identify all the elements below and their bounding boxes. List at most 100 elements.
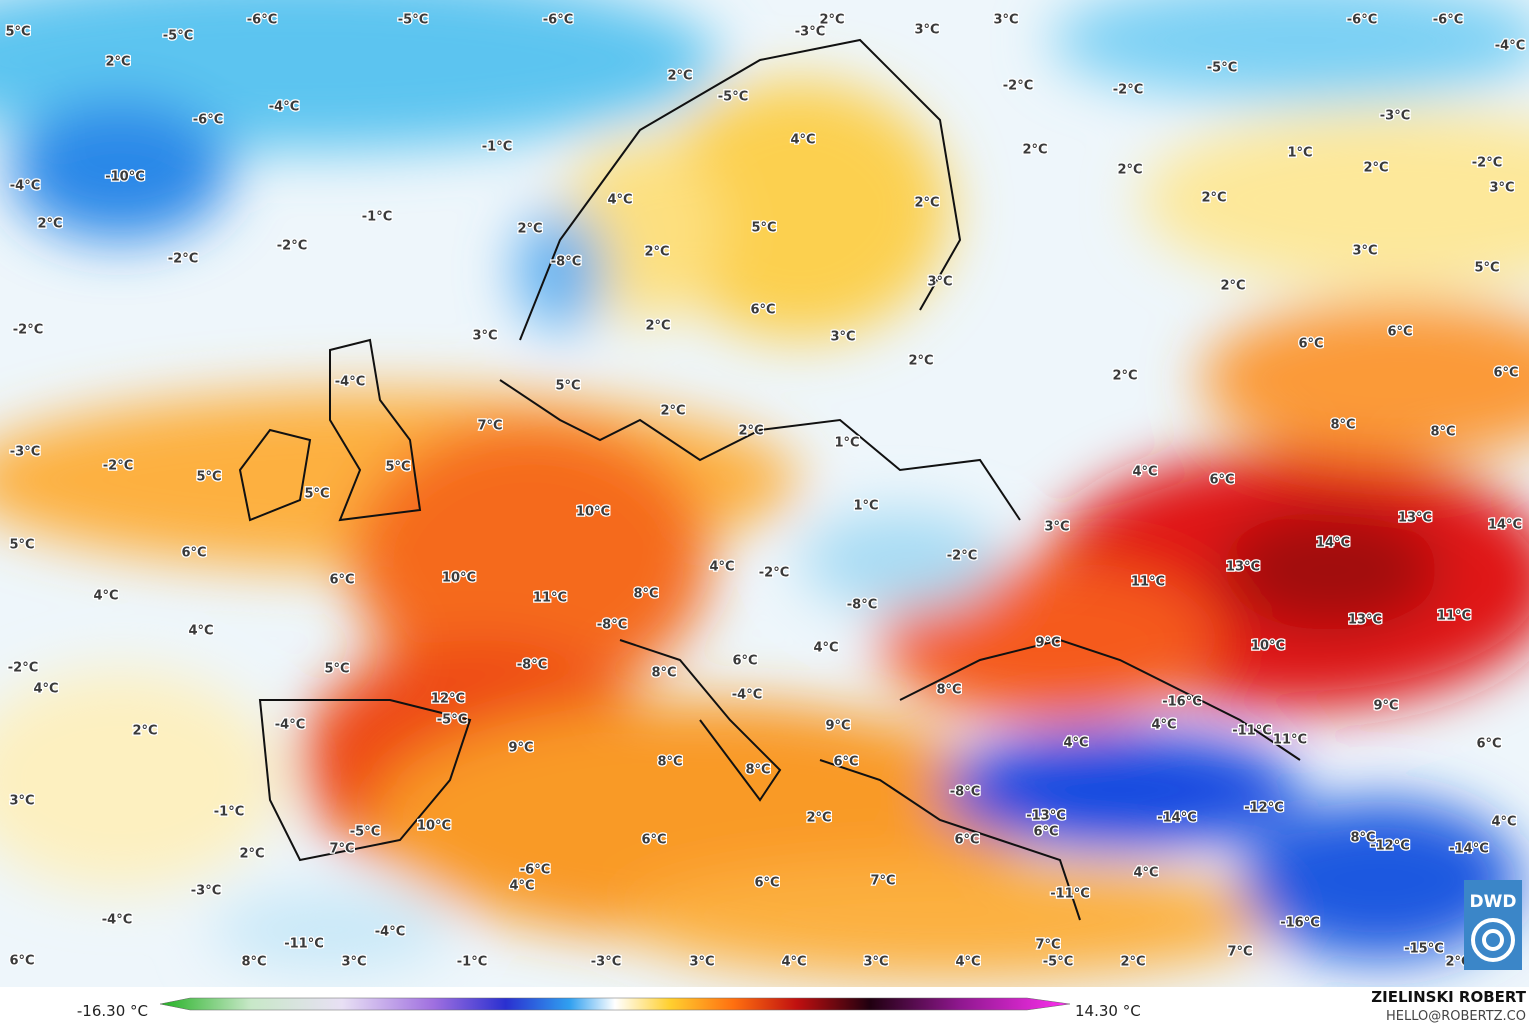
temperature-label: 3°C bbox=[993, 13, 1018, 28]
temperature-label: -2°C bbox=[1003, 79, 1033, 94]
temperature-label: 13°C bbox=[1348, 613, 1382, 628]
legend-max: 14.30 °C bbox=[1075, 1002, 1141, 1020]
temperature-label: 2°C bbox=[1112, 369, 1137, 384]
temperature-label: -2°C bbox=[947, 549, 977, 564]
temperature-label: -4°C bbox=[375, 925, 405, 940]
temperature-label: 6°C bbox=[641, 833, 666, 848]
temperature-label: -6°C bbox=[1347, 13, 1377, 28]
temperature-label: -12°C bbox=[1370, 839, 1410, 854]
temperature-label: 10°C bbox=[576, 505, 610, 520]
temperature-label: 2°C bbox=[644, 245, 669, 260]
temperature-label: 8°C bbox=[1350, 831, 1375, 846]
temperature-label: 4°C bbox=[188, 624, 213, 639]
temperature-label: 5°C bbox=[751, 221, 776, 236]
temperature-label: -11°C bbox=[284, 937, 324, 952]
temperature-label: 2°C bbox=[645, 319, 670, 334]
temperature-label: 8°C bbox=[1330, 418, 1355, 433]
temperature-label: 2°C bbox=[37, 217, 62, 232]
temperature-label: -16°C bbox=[1162, 695, 1202, 710]
temperature-label: 11°C bbox=[1273, 733, 1307, 748]
temperature-label: -5°C bbox=[1043, 955, 1073, 970]
temperature-label: -4°C bbox=[1495, 39, 1525, 54]
temperature-label: -11°C bbox=[1050, 887, 1090, 902]
temperature-label: 10°C bbox=[1251, 639, 1285, 654]
temperature-label: -5°C bbox=[163, 29, 193, 44]
temperature-label: -14°C bbox=[1157, 811, 1197, 826]
temperature-label: -10°C bbox=[105, 170, 145, 185]
temperature-label: 2°C bbox=[660, 404, 685, 419]
temperature-label: 6°C bbox=[754, 876, 779, 891]
temperature-label: 2°C bbox=[105, 55, 130, 70]
temperature-label: 13°C bbox=[1226, 560, 1260, 575]
temperature-label: 11°C bbox=[1437, 609, 1471, 624]
temperature-label: 14°C bbox=[1488, 518, 1522, 533]
temperature-label: 6°C bbox=[954, 833, 979, 848]
temperature-label: 6°C bbox=[9, 954, 34, 969]
temperature-label: -15°C bbox=[1404, 942, 1444, 957]
temperature-label: -2°C bbox=[277, 239, 307, 254]
temperature-label: -2°C bbox=[8, 661, 38, 676]
temperature-label: 2°C bbox=[517, 222, 542, 237]
temperature-label: 2°C bbox=[1117, 163, 1142, 178]
temperature-label: 5°C bbox=[555, 379, 580, 394]
temperature-label: -6°C bbox=[193, 113, 223, 128]
temperature-label: -2°C bbox=[1472, 156, 1502, 171]
author: ZIELINSKI ROBERT bbox=[1371, 988, 1526, 1006]
temperature-label: -5°C bbox=[350, 825, 380, 840]
temperature-label: -8°C bbox=[847, 598, 877, 613]
temperature-label: 2°C bbox=[738, 424, 763, 439]
temperature-label: -1°C bbox=[482, 140, 512, 155]
temperature-label: 4°C bbox=[1491, 815, 1516, 830]
temperature-label: 10°C bbox=[442, 571, 476, 586]
temperature-label: 6°C bbox=[1033, 825, 1058, 840]
coastlines bbox=[238, 38, 1301, 921]
temperature-label: 3°C bbox=[1489, 181, 1514, 196]
temperature-label: -5°C bbox=[437, 713, 467, 728]
temperature-label: 6°C bbox=[1476, 737, 1501, 752]
temperature-label: 3°C bbox=[9, 794, 34, 809]
temperature-label: -3°C bbox=[591, 955, 621, 970]
temperature-label: -6°C bbox=[1433, 13, 1463, 28]
temperature-label: 3°C bbox=[689, 955, 714, 970]
temperature-label: -5°C bbox=[718, 90, 748, 105]
temperature-label: 8°C bbox=[633, 587, 658, 602]
temperature-label: 2°C bbox=[806, 811, 831, 826]
temperature-label: 4°C bbox=[790, 133, 815, 148]
contact: HELLO@ROBERTZ.CO bbox=[1386, 1009, 1526, 1024]
temperature-label: 2°C bbox=[1363, 161, 1388, 176]
temperature-label: -8°C bbox=[950, 785, 980, 800]
temperature-label: 2°C bbox=[239, 847, 264, 862]
temperature-label: 5°C bbox=[324, 662, 349, 677]
temperature-label: -3°C bbox=[1380, 109, 1410, 124]
temperature-label: 2°C bbox=[914, 196, 939, 211]
temperature-label: 3°C bbox=[472, 329, 497, 344]
temperature-label: 4°C bbox=[33, 682, 58, 697]
temperature-field bbox=[0, 0, 1529, 987]
temperature-label: 4°C bbox=[813, 641, 838, 656]
temperature-label: 1°C bbox=[1287, 146, 1312, 161]
temperature-label: 6°C bbox=[1298, 337, 1323, 352]
temperature-label: -1°C bbox=[457, 955, 487, 970]
temperature-label: 8°C bbox=[241, 955, 266, 970]
temperature-label: 6°C bbox=[833, 755, 858, 770]
temperature-label: -4°C bbox=[269, 100, 299, 115]
temperature-label: 6°C bbox=[1387, 325, 1412, 340]
temperature-label: 5°C bbox=[5, 25, 30, 40]
temperature-label: 7°C bbox=[870, 874, 895, 889]
temperature-label: -8°C bbox=[517, 658, 547, 673]
temperature-label: -12°C bbox=[1244, 801, 1284, 816]
temperature-label: 4°C bbox=[93, 589, 118, 604]
temperature-label: -5°C bbox=[1207, 61, 1237, 76]
temperature-label: -2°C bbox=[13, 323, 43, 338]
temperature-label: 6°C bbox=[750, 303, 775, 318]
temperature-label: 3°C bbox=[341, 955, 366, 970]
temperature-label: 6°C bbox=[1493, 366, 1518, 381]
temperature-label: 9°C bbox=[508, 741, 533, 756]
temperature-label: 5°C bbox=[385, 460, 410, 475]
temperature-label: 4°C bbox=[1132, 465, 1157, 480]
legend-min: -16.30 °C bbox=[77, 1002, 148, 1020]
temperature-label: -2°C bbox=[1113, 83, 1143, 98]
temperature-label: 6°C bbox=[1209, 473, 1234, 488]
temperature-label: 4°C bbox=[709, 560, 734, 575]
temperature-label: 4°C bbox=[1133, 866, 1158, 881]
